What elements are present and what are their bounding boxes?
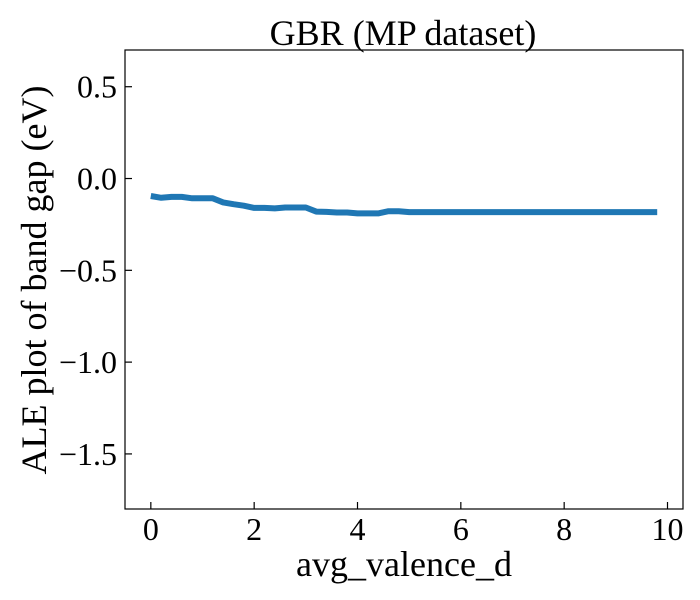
x-tick-label: 8 [556, 511, 572, 547]
y-tick-label: −1.0 [59, 344, 117, 380]
x-tick-label: 10 [652, 511, 684, 547]
plot-area-frame [124, 49, 684, 510]
ale-series-line [150, 193, 658, 217]
x-tick-label: 0 [143, 511, 159, 547]
x-axis-label: avg_valence_d [296, 544, 512, 584]
series-layer [150, 193, 658, 217]
x-tick-label: 4 [350, 511, 366, 547]
y-tick-label: −1.5 [59, 436, 117, 472]
x-tick-label: 2 [246, 511, 262, 547]
x-axis-ticks: 0 2 4 6 8 10 [143, 502, 684, 547]
chart-title: GBR (MP dataset) [270, 13, 537, 53]
y-tick-label: −0.5 [59, 252, 117, 288]
y-tick-label: 0.5 [77, 69, 117, 105]
x-tick-label: 6 [453, 511, 469, 547]
y-axis-ticks: 0.5 0.0 −0.5 −1.0 −1.5 [59, 69, 132, 472]
y-tick-label: 0.0 [77, 161, 117, 197]
y-axis-label: ALE plot of band gap (eV) [14, 86, 54, 475]
